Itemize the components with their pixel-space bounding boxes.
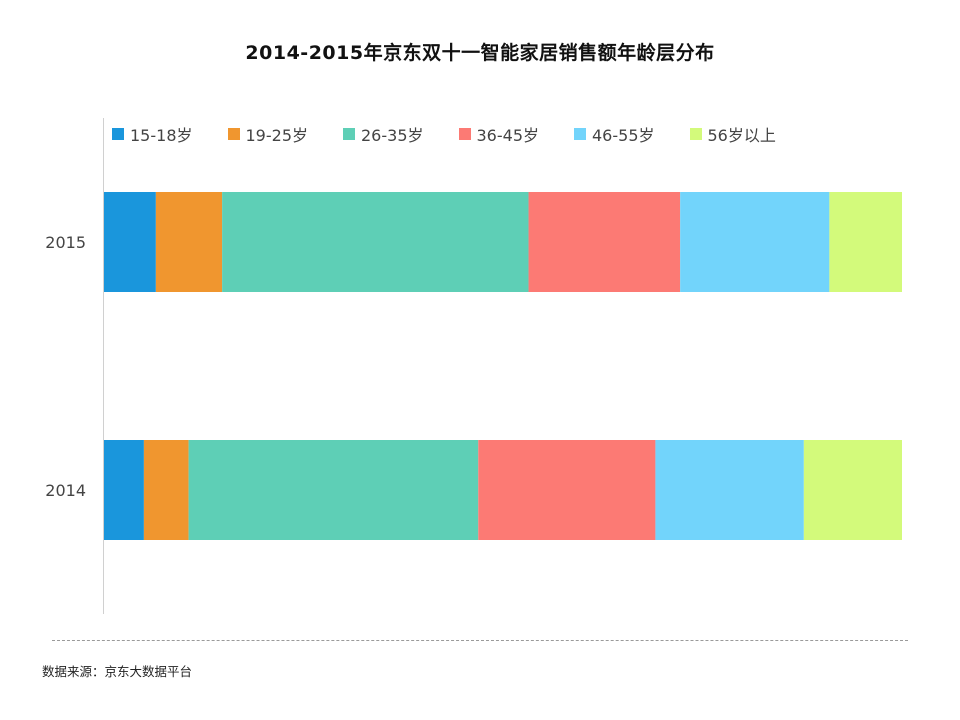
legend-swatch [458,128,471,140]
legend-item: 15-18岁 [112,122,193,146]
bar-2015-series-4 [680,192,830,292]
source-note: 数据来源：京东大数据平台 [42,664,193,679]
y-tick-label: 2014 [45,481,86,500]
legend-item: 26-35岁 [343,122,424,146]
legend: 15-18岁 19-25岁 26-35岁 36-45岁 46-55岁 56岁以上 [112,122,912,146]
bar-2014-series-0 [104,440,144,540]
bar-2015-series-3 [528,192,681,292]
legend-swatch [343,128,355,140]
legend-swatch [227,128,240,140]
legend-item: 36-45岁 [458,122,540,146]
bar-2014-series-1 [143,440,189,540]
bar-2014-series-2 [188,440,479,540]
legend-swatch [689,128,702,140]
bar-2014-series-5 [803,440,902,540]
bar-2015-series-5 [829,192,902,292]
legend-swatch [112,128,124,140]
y-tick-label: 2015 [45,233,86,252]
bar-2014-series-3 [478,440,656,540]
footer-divider [52,640,908,641]
bars-group [104,192,902,540]
legend-item: 56岁以上 [689,122,776,146]
legend-item: 19-25岁 [227,122,309,146]
legend-swatch [574,128,586,140]
bar-2014-series-4 [655,440,804,540]
legend-label: 15-18岁 [130,126,193,145]
legend-label: 26-35岁 [361,126,424,145]
chart-title: 2014-2015年京东双十一智能家居销售额年龄层分布 [245,42,715,64]
legend-label: 36-45岁 [476,126,540,145]
legend-label: 19-25岁 [245,126,309,145]
legend-item: 46-55岁 [574,122,655,146]
legend-label: 56岁以上 [707,126,776,145]
bar-2015-series-1 [155,192,223,292]
y-tick-labels: 2015 2014 [45,233,86,500]
bar-2015-series-2 [222,192,529,292]
legend-label: 46-55岁 [592,126,655,145]
bar-2015-series-0 [104,192,156,292]
